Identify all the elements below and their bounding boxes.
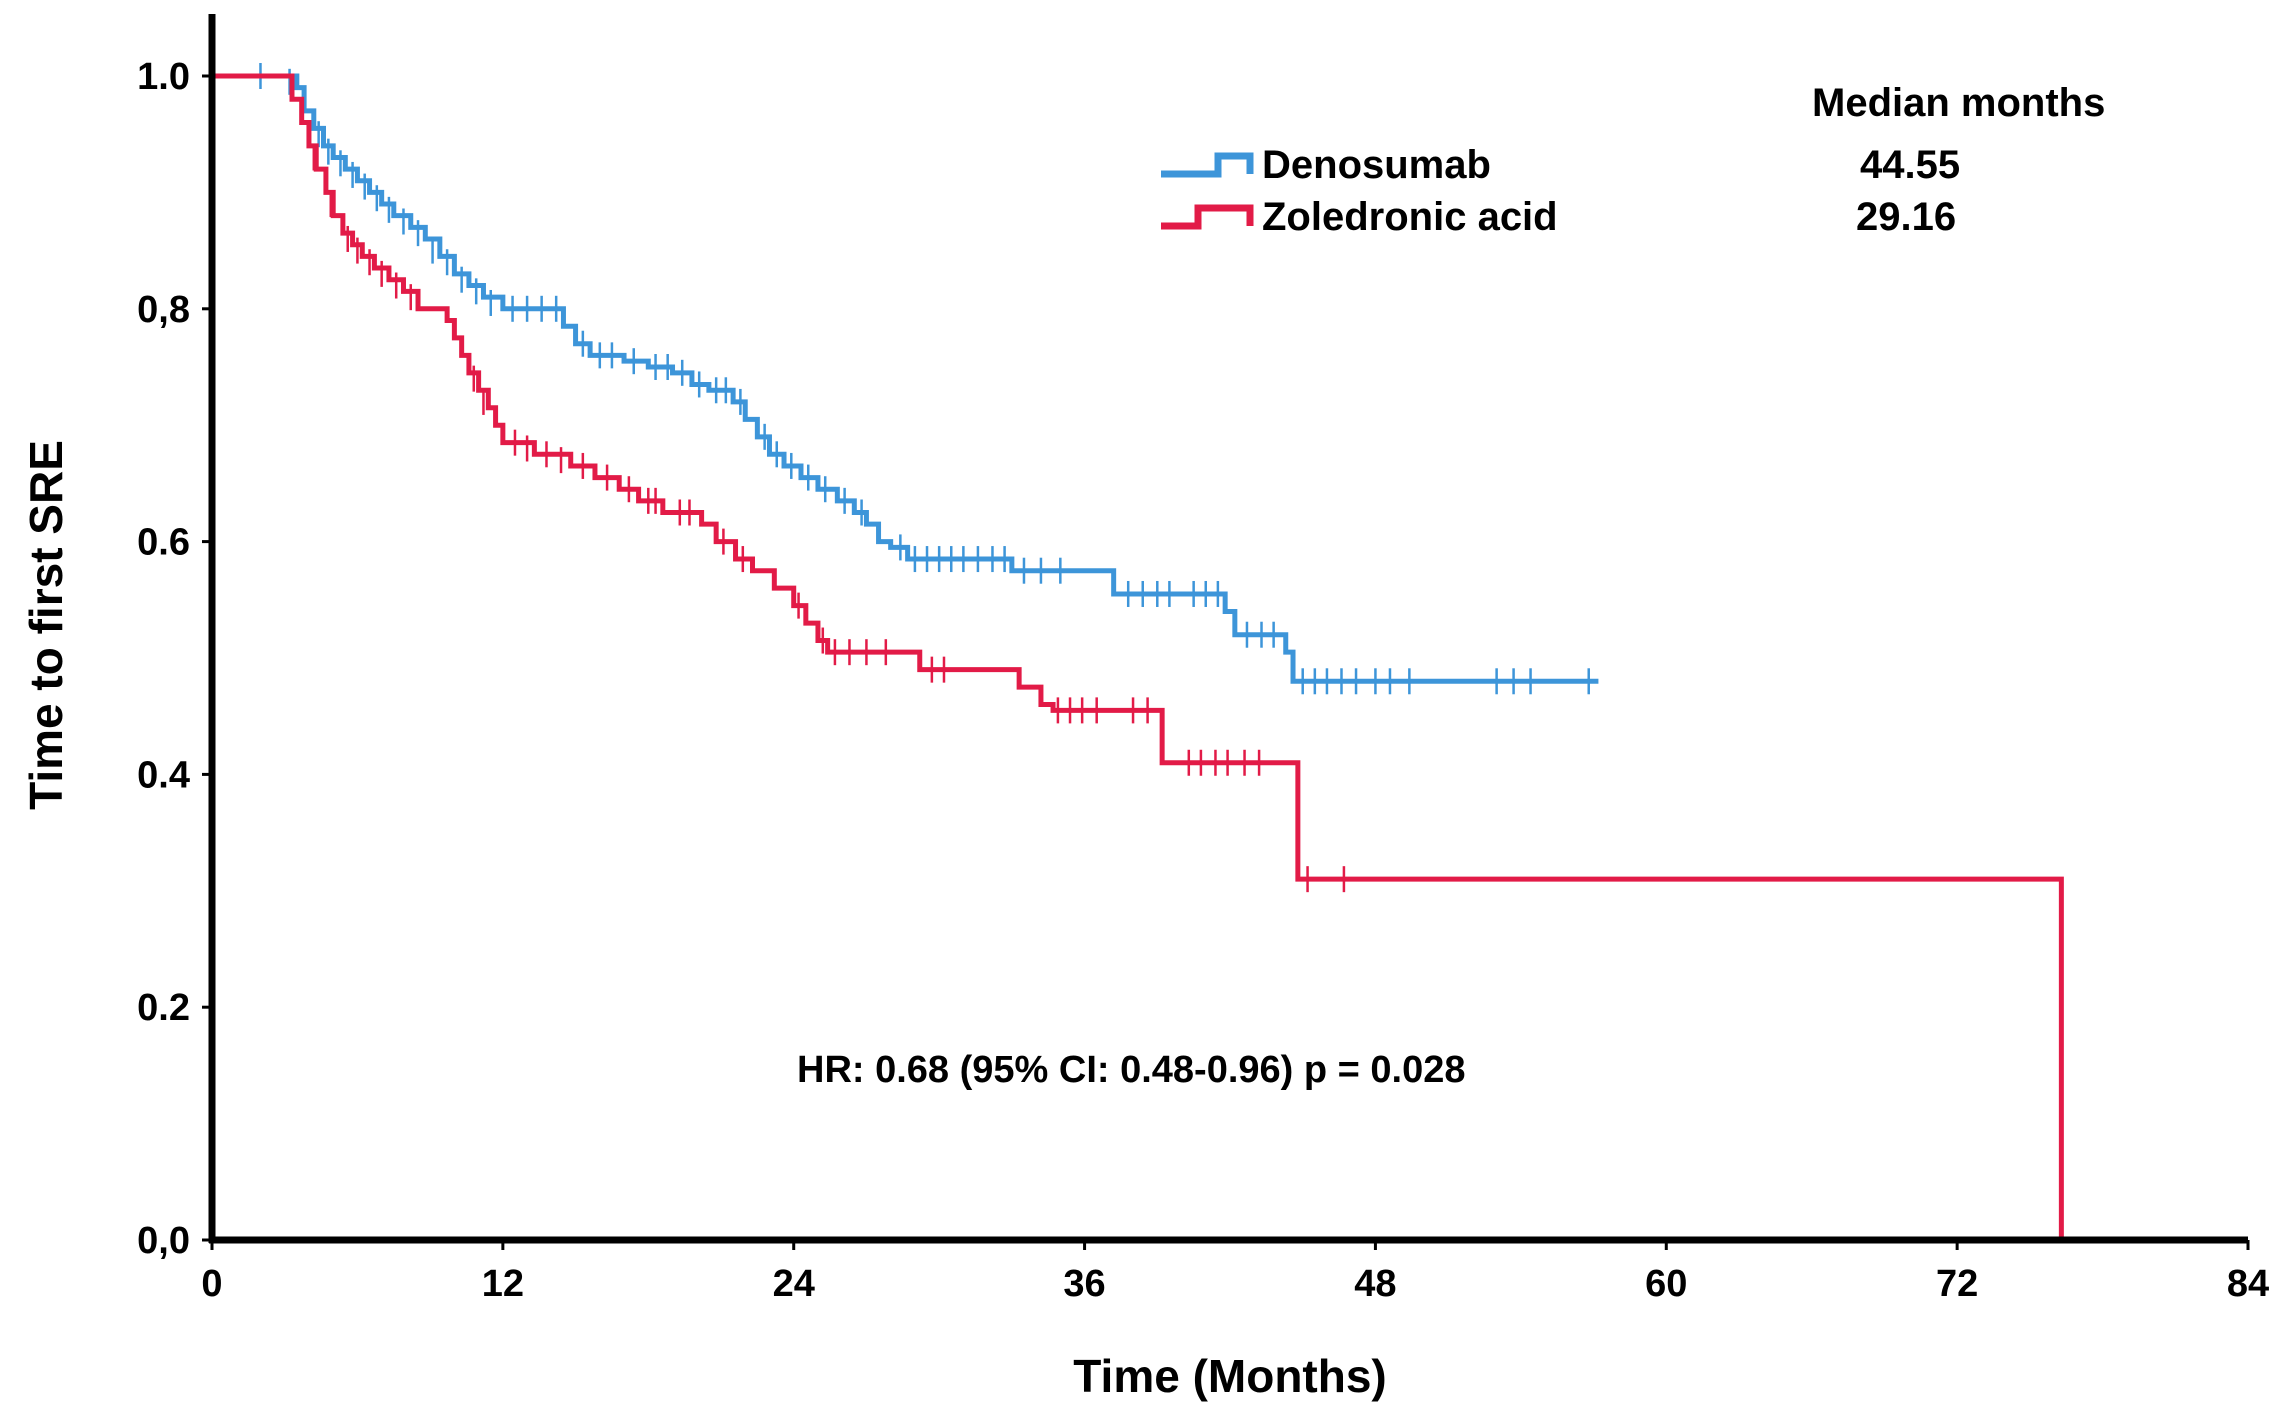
survival-line-zoledronic-acid: [212, 73, 2064, 1240]
survival-curves: [212, 63, 2064, 1240]
median-value-denosumab: 44.55: [1860, 143, 1960, 187]
y-tick-label: 1.0: [137, 56, 190, 98]
y-tick-label: 0,8: [137, 289, 190, 331]
x-tick-label: 72: [1936, 1263, 1978, 1305]
legend-swatch-denosumab: [1161, 152, 1254, 178]
x-tick-label: 84: [2227, 1263, 2269, 1305]
y-tick-label: 0.2: [137, 987, 190, 1029]
y-axis-ticks: 0,0 0.2 0.4 0.6 0,8 1.0: [137, 56, 212, 1262]
y-axis-title: Time to first SRE: [20, 440, 72, 810]
y-tick-label: 0.6: [137, 522, 190, 564]
y-tick-label: 0.4: [137, 754, 190, 796]
legend: Median months Denosumab 44.55 Zoledronic…: [1161, 81, 2105, 239]
survival-line-denosumab: [212, 73, 1599, 684]
legend-label-zoledronic-acid: Zoledronic acid: [1262, 195, 1558, 239]
x-tick-label: 36: [1063, 1263, 1105, 1305]
legend-label-denosumab: Denosumab: [1262, 143, 1491, 187]
y-tick-label: 0,0: [137, 1220, 190, 1262]
x-tick-label: 12: [482, 1263, 524, 1305]
x-tick-label: 60: [1645, 1263, 1687, 1305]
x-tick-label: 48: [1354, 1263, 1396, 1305]
x-axis-ticks: 0 12 24 36 48 60 72 84: [201, 1240, 2269, 1305]
legend-swatch-zoledronic-acid: [1161, 204, 1254, 230]
hazard-ratio-annotation: HR: 0.68 (95% CI: 0.48-0.96) p = 0.028: [797, 1049, 1466, 1091]
x-axis-title: Time (Months): [1073, 1350, 1386, 1402]
median-header: Median months: [1812, 81, 2105, 125]
x-tick-label: 0: [201, 1263, 222, 1305]
median-value-zoledronic-acid: 29.16: [1856, 195, 1956, 239]
x-tick-label: 24: [773, 1263, 815, 1305]
